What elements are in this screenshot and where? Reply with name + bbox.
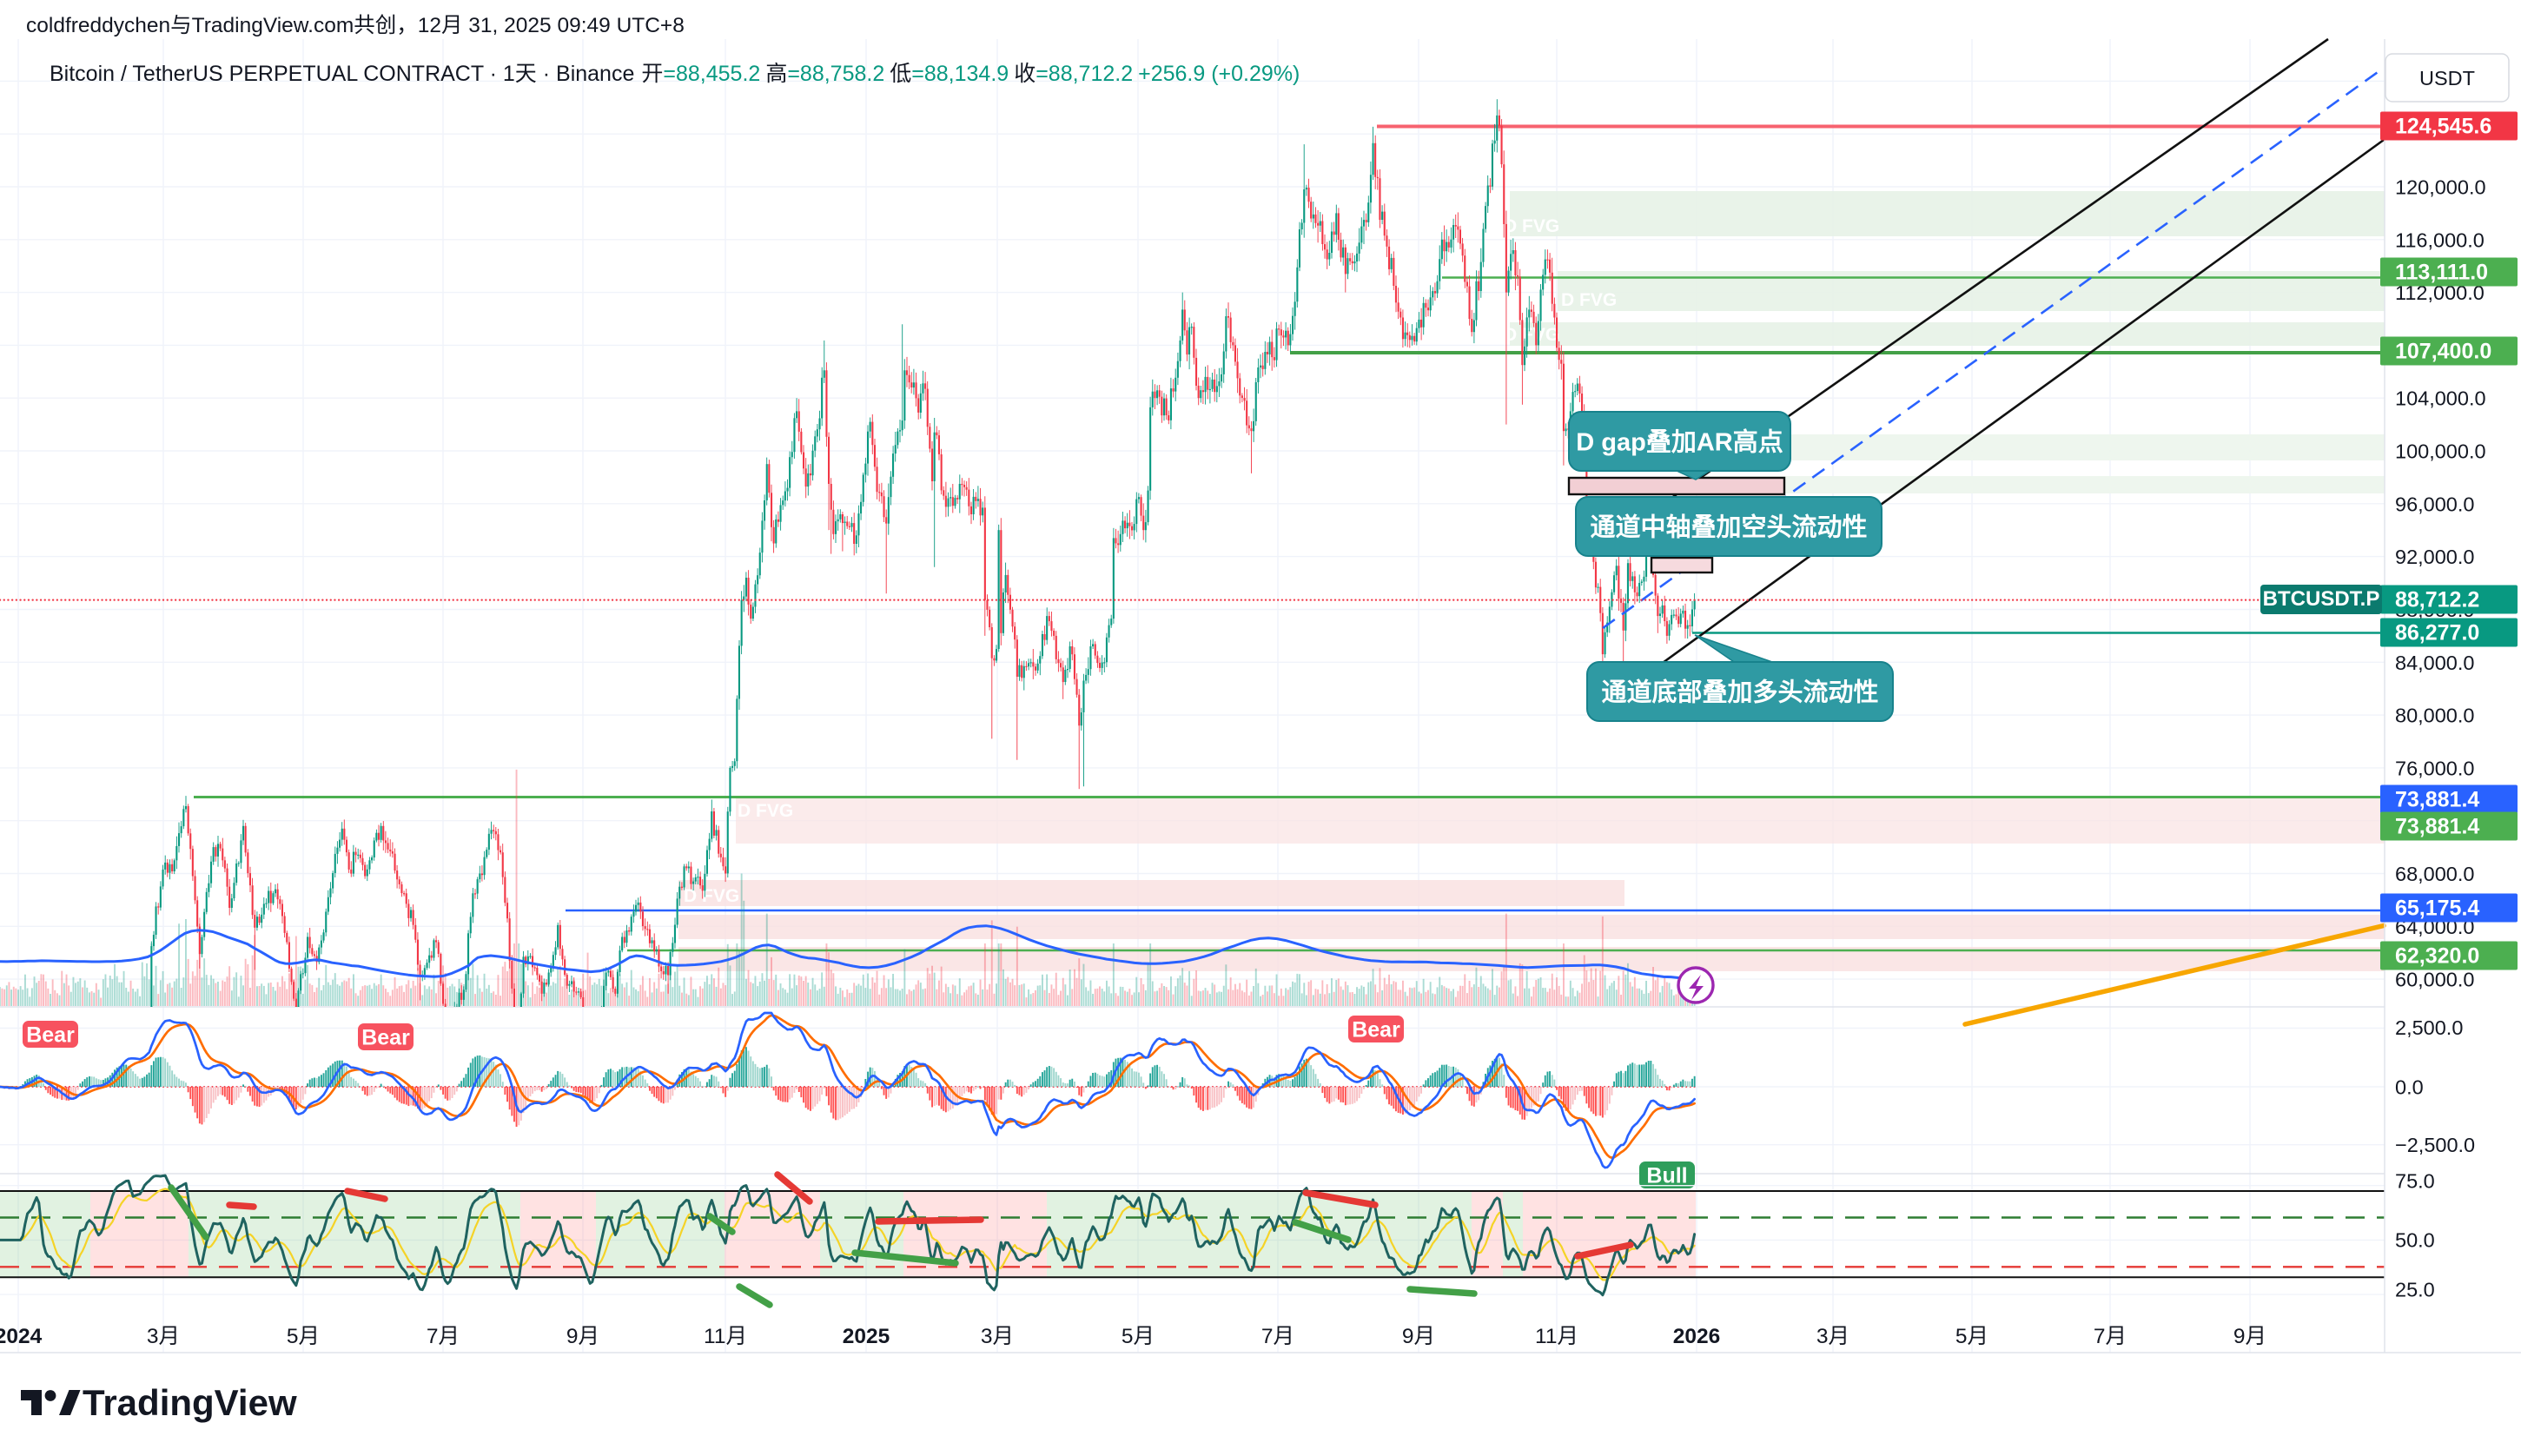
- svg-text:9月: 9月: [2233, 1325, 2266, 1348]
- svg-text:75.0: 75.0: [2395, 1170, 2435, 1193]
- svg-text:7月: 7月: [427, 1325, 460, 1348]
- svg-text:73,881.4: 73,881.4: [2395, 788, 2479, 812]
- svg-text:通道中轴叠加空头流动性: 通道中轴叠加空头流动性: [1590, 512, 1867, 541]
- svg-text:2,500.0: 2,500.0: [2395, 1016, 2463, 1039]
- svg-text:65,175.4: 65,175.4: [2395, 897, 2479, 921]
- svg-text:Bear: Bear: [1352, 1018, 1400, 1042]
- svg-text:50.0: 50.0: [2395, 1229, 2435, 1252]
- svg-text:88,712.2: 88,712.2: [2395, 588, 2479, 612]
- svg-text:116,000.0: 116,000.0: [2395, 228, 2485, 251]
- svg-text:62,320.0: 62,320.0: [2395, 944, 2479, 969]
- svg-text:120,000.0: 120,000.0: [2395, 176, 2486, 199]
- svg-text:Bear: Bear: [26, 1023, 75, 1048]
- svg-text:−2,500.0: −2,500.0: [2395, 1134, 2475, 1156]
- svg-text:92,000.0: 92,000.0: [2395, 546, 2474, 568]
- svg-text:3月: 3月: [1816, 1325, 1849, 1348]
- svg-text:100,000.0: 100,000.0: [2395, 440, 2486, 463]
- svg-text:2026: 2026: [1673, 1325, 1721, 1348]
- svg-text:TradingView: TradingView: [83, 1382, 297, 1423]
- svg-text:Bitcoin / TetherUS PERPETUAL C: Bitcoin / TetherUS PERPETUAL CONTRACT · …: [50, 62, 1300, 86]
- svg-text:D FVG: D FVG: [1504, 216, 1559, 236]
- svg-text:D FVG: D FVG: [684, 886, 739, 906]
- svg-text:0.0: 0.0: [2395, 1076, 2424, 1099]
- svg-text:Bull: Bull: [1646, 1164, 1687, 1188]
- svg-text:USDT: USDT: [2419, 67, 2475, 89]
- svg-text:107,400.0: 107,400.0: [2395, 340, 2491, 364]
- svg-text:104,000.0: 104,000.0: [2395, 387, 2486, 410]
- svg-text:3月: 3月: [147, 1325, 180, 1348]
- svg-text:BTCUSDT.P: BTCUSDT.P: [2263, 587, 2380, 611]
- svg-text:84,000.0: 84,000.0: [2395, 652, 2474, 674]
- svg-text:11月: 11月: [1535, 1325, 1578, 1348]
- svg-text:D FVG: D FVG: [738, 801, 793, 821]
- svg-text:80,000.0: 80,000.0: [2395, 705, 2474, 727]
- svg-text:68,000.0: 68,000.0: [2395, 863, 2474, 885]
- svg-text:2025: 2025: [843, 1325, 890, 1348]
- svg-text:D FVG: D FVG: [1561, 290, 1617, 310]
- svg-text:60,000.0: 60,000.0: [2395, 969, 2474, 991]
- svg-text:D gap叠加AR高点: D gap叠加AR高点: [1576, 427, 1783, 456]
- svg-text:9月: 9月: [566, 1325, 599, 1348]
- svg-text:7月: 7月: [1261, 1325, 1294, 1348]
- svg-text:124,545.6: 124,545.6: [2395, 115, 2491, 139]
- svg-text:2024: 2024: [0, 1325, 43, 1348]
- svg-text:5月: 5月: [287, 1325, 320, 1348]
- svg-text:5月: 5月: [1122, 1325, 1155, 1348]
- svg-text:11月: 11月: [704, 1325, 747, 1348]
- svg-text:25.0: 25.0: [2395, 1279, 2435, 1301]
- svg-text:9月: 9月: [1402, 1325, 1435, 1348]
- svg-text:通道底部叠加多头流动性: 通道底部叠加多头流动性: [1601, 677, 1878, 706]
- svg-text:coldfreddychen与TradingView.com: coldfreddychen与TradingView.com共创，12月 31,…: [26, 13, 685, 37]
- svg-text:86,277.0: 86,277.0: [2395, 621, 2479, 645]
- svg-text:76,000.0: 76,000.0: [2395, 757, 2474, 779]
- svg-text:3月: 3月: [981, 1325, 1014, 1348]
- svg-text:D FVG: D FVG: [1504, 325, 1559, 345]
- svg-text:113,111.0: 113,111.0: [2395, 261, 2488, 285]
- svg-text:73,881.4: 73,881.4: [2395, 815, 2479, 839]
- svg-text:7月: 7月: [2094, 1325, 2127, 1348]
- svg-text:5月: 5月: [1955, 1325, 1988, 1348]
- svg-text:96,000.0: 96,000.0: [2395, 493, 2474, 515]
- svg-text:Bear: Bear: [361, 1026, 410, 1050]
